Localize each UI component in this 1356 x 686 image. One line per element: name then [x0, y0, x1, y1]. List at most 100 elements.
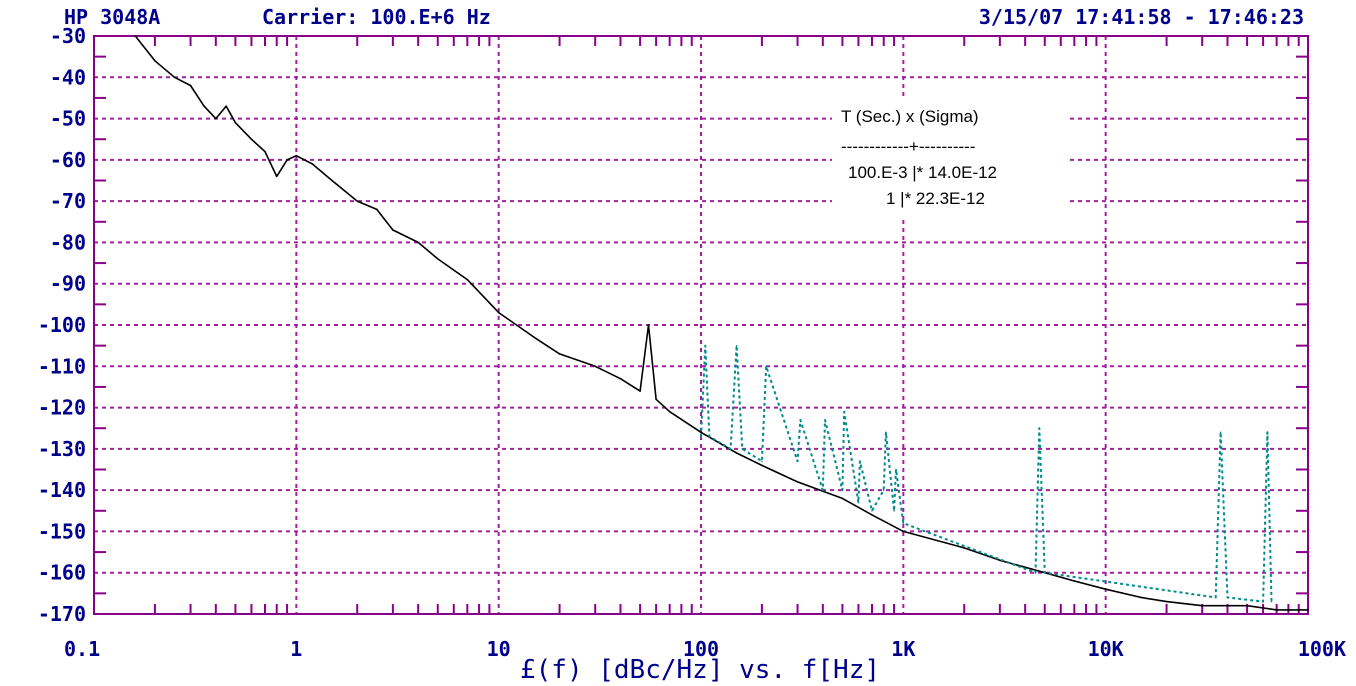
- data-point: [392, 229, 394, 231]
- data-point: [1246, 604, 1248, 607]
- y-tick-label: -70: [50, 189, 86, 213]
- data-point: [497, 311, 500, 314]
- data-point: [1275, 609, 1278, 611]
- y-tick-label: -60: [50, 148, 86, 172]
- data-point: [203, 105, 205, 107]
- spur-point: [1270, 600, 1273, 603]
- data-point: [417, 241, 419, 244]
- spur-point: [871, 509, 873, 512]
- spur-point: [843, 410, 845, 413]
- x-tick-label: 1: [290, 637, 302, 661]
- y-tick-label: -50: [50, 107, 86, 131]
- spur-point: [708, 435, 711, 438]
- data-point: [295, 154, 298, 157]
- y-tick-label: -140: [38, 478, 86, 502]
- data-point: [376, 208, 378, 211]
- spur-point: [902, 522, 905, 524]
- data-point: [1226, 604, 1229, 607]
- data-point: [700, 431, 702, 434]
- x-tick-label: 10K: [1088, 637, 1124, 661]
- spur-point: [822, 489, 824, 491]
- annotation-separator: ------------+----------: [841, 137, 975, 156]
- data-point: [1073, 580, 1076, 582]
- x-tick-label: 0.1: [64, 637, 100, 661]
- spur-point: [857, 501, 860, 504]
- y-tick-label: -160: [38, 561, 86, 585]
- spur-point: [765, 365, 767, 368]
- data-point: [189, 84, 192, 87]
- annotation-row-2: 1 |* 22.3E-12: [886, 189, 985, 208]
- data-point: [1201, 604, 1204, 607]
- data-point: [639, 390, 641, 392]
- data-point: [331, 179, 333, 182]
- spur-point: [1266, 431, 1269, 434]
- x-tick-labels: 0.1 1 10 100 1K 10K 100K: [64, 637, 1346, 661]
- data-point: [1104, 588, 1107, 591]
- spur-point: [824, 419, 826, 421]
- data-point: [963, 547, 966, 549]
- data-point: [796, 481, 799, 483]
- x-tick-label: 100K: [1298, 637, 1346, 661]
- spur-point: [1262, 600, 1264, 603]
- spur-point: [859, 460, 861, 463]
- data-point: [154, 59, 156, 62]
- spur-point: [895, 468, 897, 471]
- spur-point: [796, 460, 799, 463]
- series-layer: [134, 35, 1309, 611]
- spur-point: [735, 344, 738, 347]
- spur-point: [704, 344, 707, 347]
- data-point: [264, 150, 266, 153]
- data-point: [871, 514, 873, 516]
- y-tick-label: -30: [50, 24, 86, 48]
- data-point: [215, 117, 217, 120]
- spur-point: [1226, 596, 1229, 599]
- y-tick-label: -40: [50, 65, 86, 89]
- spur-point: [841, 489, 844, 491]
- data-point: [356, 200, 359, 202]
- header-carrier: Carrier: 100.E+6 Hz: [262, 5, 491, 29]
- spur-point: [882, 489, 885, 491]
- data-point: [594, 365, 597, 368]
- spur-point: [1043, 571, 1046, 574]
- data-point: [902, 530, 905, 533]
- y-tick-label: -120: [38, 396, 86, 420]
- annotation-header: T (Sec.) x (Sigma): [841, 107, 979, 126]
- data-point: [234, 121, 237, 124]
- y-tick-label: -100: [38, 313, 86, 337]
- axis-ticks: [94, 36, 1308, 614]
- y-tick-label: -90: [50, 272, 86, 296]
- spur-point: [1034, 571, 1037, 574]
- data-point: [735, 452, 738, 454]
- annotation-box: [832, 98, 1070, 216]
- spur-point: [885, 431, 887, 434]
- spur-point: [729, 448, 732, 450]
- data-point: [999, 559, 1001, 562]
- data-point: [225, 105, 227, 107]
- y-tick-label: -170: [38, 602, 86, 626]
- data-point: [436, 258, 439, 260]
- data-point: [173, 76, 176, 79]
- header-datetime: 3/15/07 17:41:58 - 17:46:23: [979, 5, 1304, 29]
- spur-point: [700, 435, 702, 438]
- spur-point: [799, 419, 802, 421]
- y-tick-label: -80: [50, 230, 86, 254]
- grid-layer: [94, 36, 1308, 614]
- x-tick-label: 10: [487, 637, 511, 661]
- data-point: [841, 497, 844, 500]
- y-tick-label: -130: [38, 437, 86, 461]
- x-axis-label: £(f) [dBc/Hz] vs. f[Hz]: [520, 655, 880, 685]
- data-point: [250, 138, 253, 141]
- spur-point: [741, 448, 744, 450]
- plot-frame: [93, 35, 1309, 615]
- data-point: [619, 377, 622, 380]
- data-point: [311, 163, 314, 165]
- data-point: [761, 464, 763, 467]
- header-instrument: HP 3048A: [64, 5, 160, 29]
- data-point: [1307, 609, 1309, 611]
- data-point: [1140, 596, 1143, 599]
- y-tick-label: -110: [38, 354, 86, 378]
- data-point: [275, 175, 278, 178]
- annotation-row-1: 100.E-3 |* 14.0E-12: [848, 163, 997, 182]
- data-point: [466, 278, 469, 281]
